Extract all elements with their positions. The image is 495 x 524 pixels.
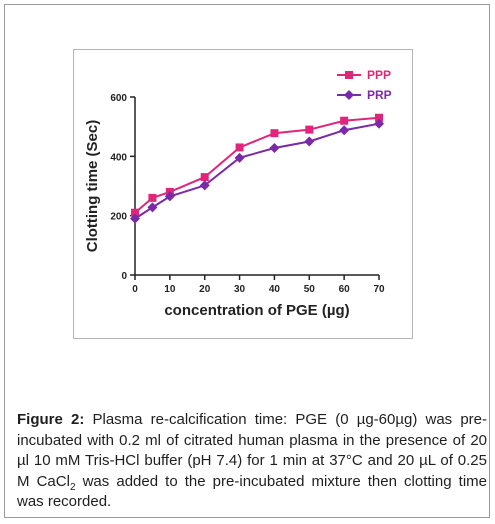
x-tick-label: 40 xyxy=(269,284,281,295)
legend-label-ppp: PPP xyxy=(367,68,391,82)
figure-frame: 0 200 400 600 0 10 20 30 40 50 60 70 concentration o… xyxy=(4,4,490,518)
data-point-ppp xyxy=(340,116,349,125)
y-tick-label: 0 xyxy=(121,271,127,282)
x-tick-label: 0 xyxy=(132,284,138,295)
chart-panel xyxy=(73,49,413,339)
y-tick-label: 200 xyxy=(110,212,127,223)
data-point-prp xyxy=(130,213,140,224)
data-point-prp xyxy=(199,180,210,191)
y-tick-label: 400 xyxy=(110,152,127,163)
data-point-prp xyxy=(234,152,245,163)
x-tick-label: 70 xyxy=(373,284,385,295)
x-tick-label: 10 xyxy=(164,284,176,295)
caption-subscript: 2 xyxy=(69,481,76,493)
caption-label: Figure 2: xyxy=(17,411,85,428)
legend-marker-prp xyxy=(344,90,354,100)
clotting-time-chart: 0 200 400 600 0 10 20 30 40 50 60 70 concentration o… xyxy=(84,68,392,319)
x-axis-title: concentration of PGE (µg) xyxy=(164,302,349,319)
x-tick-label: 60 xyxy=(339,284,351,295)
data-point-prp xyxy=(304,136,315,147)
x-tick-label: 20 xyxy=(199,284,211,295)
legend-marker-ppp xyxy=(345,71,353,79)
figure-caption: Figure 2: Plasma re-calcification time: … xyxy=(17,410,487,513)
data-point-ppp xyxy=(305,125,314,134)
data-point-prp xyxy=(164,191,175,202)
data-point-prp xyxy=(374,118,384,129)
data-point-ppp xyxy=(235,143,244,152)
series-line-prp xyxy=(134,122,380,220)
y-tick-label: 600 xyxy=(110,93,127,104)
data-point-prp xyxy=(269,143,280,154)
data-point-ppp xyxy=(375,113,383,122)
caption-text-a: Plasma re-calcification time: PGE (0 µg-… xyxy=(17,411,487,490)
legend-label-prp: PRP xyxy=(367,88,392,102)
data-point-ppp xyxy=(148,193,157,202)
y-axis-title: Clotting time (Sec) xyxy=(84,120,101,253)
caption-text-b: was added to the pre-incubated mixture t… xyxy=(17,472,488,511)
data-point-ppp xyxy=(131,208,139,217)
data-point-ppp xyxy=(270,129,279,138)
data-point-prp xyxy=(339,125,350,136)
data-point-prp xyxy=(147,202,158,213)
x-tick-label: 30 xyxy=(234,284,246,295)
x-tick-label: 50 xyxy=(304,284,316,295)
data-point-ppp xyxy=(200,173,209,182)
